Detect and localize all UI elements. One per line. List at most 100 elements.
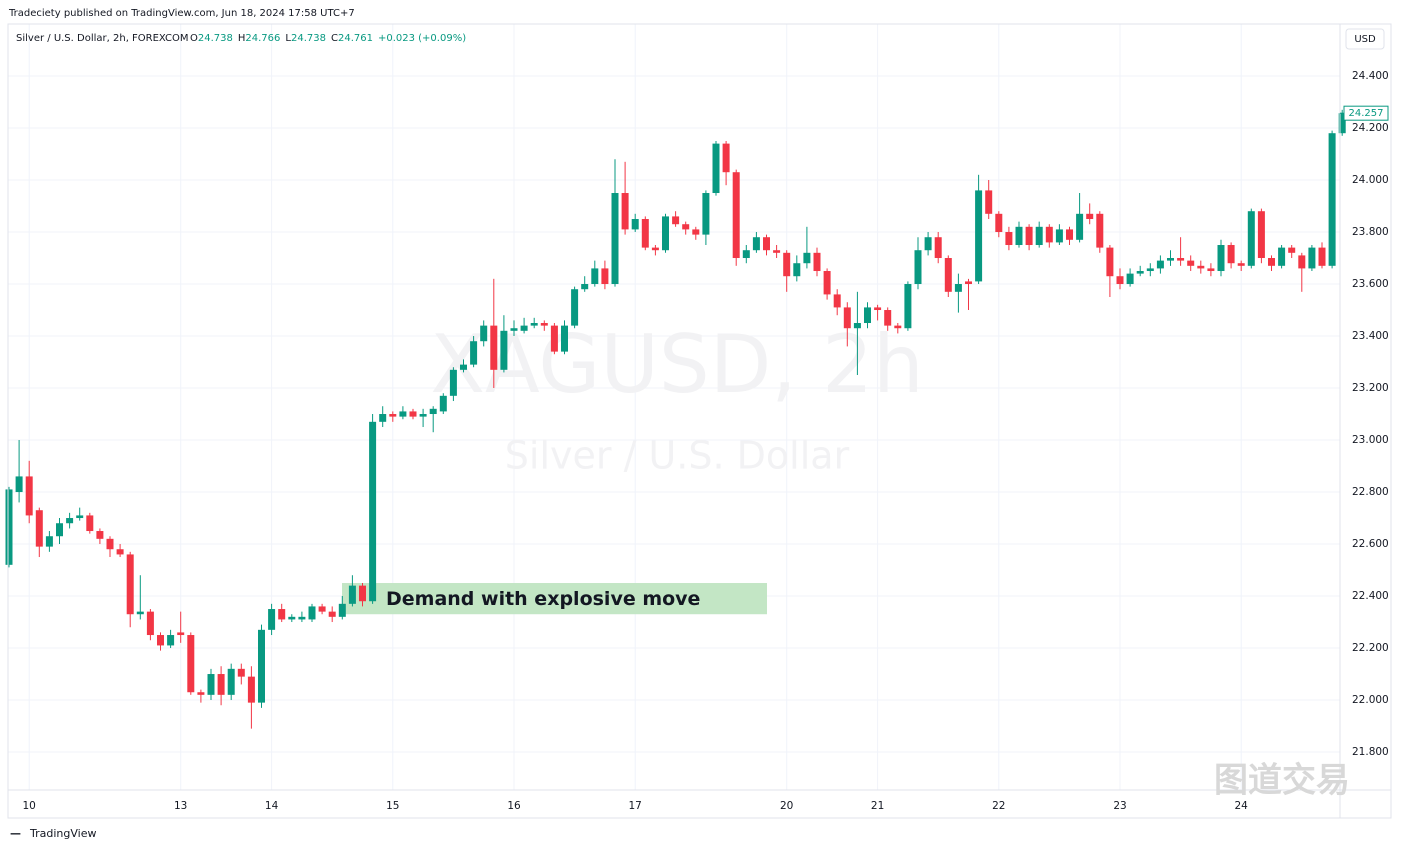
candle-body: [96, 531, 104, 539]
candle-body: [379, 414, 387, 422]
candle-body: [853, 323, 861, 329]
candle-body: [1136, 271, 1144, 274]
candle-body: [1005, 232, 1013, 246]
candle-body: [1076, 213, 1084, 240]
candle-body: [116, 549, 124, 555]
candle-body: [540, 323, 548, 326]
candle-body: [1288, 247, 1296, 253]
candle-body: [692, 229, 700, 235]
footer: TradingView: [29, 827, 96, 840]
candle-body: [5, 489, 13, 565]
x-tick-label: 14: [265, 800, 279, 812]
candle-body: [56, 523, 63, 537]
last-price-box: [1343, 105, 1389, 121]
candle-body: [237, 668, 245, 677]
candle-body: [1035, 226, 1043, 246]
candle-body: [763, 237, 770, 251]
candle-body: [793, 263, 801, 277]
candle-body: [682, 224, 690, 230]
candle-body: [1066, 229, 1073, 240]
x-tick-label: 13: [174, 800, 187, 812]
candle-body: [621, 193, 629, 230]
currency-button[interactable]: [1345, 28, 1385, 50]
candle-body: [803, 252, 811, 264]
candle-body: [1177, 258, 1185, 261]
candle-body: [995, 213, 1003, 233]
candle-body: [409, 411, 417, 417]
watermark: XAGUSD, 2h: [430, 318, 924, 411]
ohlc-item: H: [238, 33, 246, 44]
candle-body: [227, 668, 235, 695]
candle-body: [429, 408, 437, 415]
x-tick-label: 10: [23, 800, 36, 812]
candle-body: [934, 237, 942, 259]
frame: [7, 23, 1392, 819]
candle-body: [389, 414, 397, 417]
candle-body: [591, 268, 599, 285]
candle-body: [470, 341, 478, 365]
candle-body: [601, 268, 609, 285]
x-tick-label: 16: [507, 800, 521, 812]
y-tick-label: 21.800: [1352, 746, 1389, 758]
candle-body: [843, 307, 851, 329]
candle-body: [884, 310, 892, 326]
candle-body: [1156, 260, 1164, 269]
candle-body: [1116, 276, 1124, 285]
y-tick-label: 23.000: [1352, 434, 1389, 446]
candle-body: [1217, 245, 1225, 272]
candle-body: [651, 247, 659, 251]
y-tick-label: 23.800: [1352, 226, 1389, 238]
candle-body: [500, 330, 508, 370]
ohlc-item: +0.023 (+0.09%): [378, 33, 466, 44]
candle-body: [66, 518, 74, 524]
candle-body: [833, 294, 841, 308]
candle-body: [1247, 211, 1255, 266]
y-tick-label: 22.200: [1352, 642, 1389, 654]
candle-body: [490, 325, 498, 370]
candle-body: [76, 515, 84, 519]
ohlc-item: C: [331, 33, 338, 44]
symbol: Silver / U.S. Dollar, 2h, FOREXCOM: [16, 33, 189, 44]
candle-body: [672, 216, 680, 225]
candle-body: [752, 237, 760, 251]
candle-body: [15, 476, 23, 493]
candle-body: [1278, 247, 1286, 266]
annotation-text: Demand with explosive move: [386, 588, 700, 610]
candle-body: [328, 611, 336, 617]
candle-body: [1207, 268, 1215, 272]
annotation-group: Demand with explosive move: [342, 583, 767, 615]
candle-body: [520, 325, 528, 331]
candle-body: [732, 172, 740, 259]
candle-body: [288, 616, 296, 620]
candle-body: [480, 325, 488, 342]
candle-body: [985, 190, 993, 214]
candle-body: [944, 258, 952, 292]
candle-body: [258, 629, 265, 703]
candle-body: [1055, 229, 1063, 243]
candle-body: [783, 252, 791, 277]
ohlc: O 24.738 H 24.766 L 24.738 C 24.761 +0.023 (+0.0…: [190, 33, 466, 44]
candle-body: [146, 611, 154, 636]
y-tick-label: 23.400: [1352, 330, 1389, 342]
candle-body: [399, 411, 407, 417]
candle-body: [268, 609, 276, 630]
candle-body: [662, 216, 669, 251]
candle-body: [581, 284, 589, 290]
candle-body: [217, 674, 225, 695]
y-tick-label: 22.400: [1352, 590, 1389, 602]
candle-body: [136, 611, 144, 615]
candle-body: [177, 632, 185, 636]
candle-body: [1197, 265, 1205, 269]
x-tick-label: 15: [386, 800, 399, 812]
candle-body: [722, 143, 730, 173]
x-tick-label: 24: [1235, 800, 1249, 812]
candle-body: [460, 364, 467, 370]
ohlc-item: 24.738: [291, 33, 326, 44]
candle-body: [924, 237, 932, 251]
candle-body: [106, 538, 114, 550]
candle-body: [702, 193, 710, 235]
currency[interactable]: USD: [1354, 34, 1376, 45]
candle-body: [530, 323, 538, 326]
